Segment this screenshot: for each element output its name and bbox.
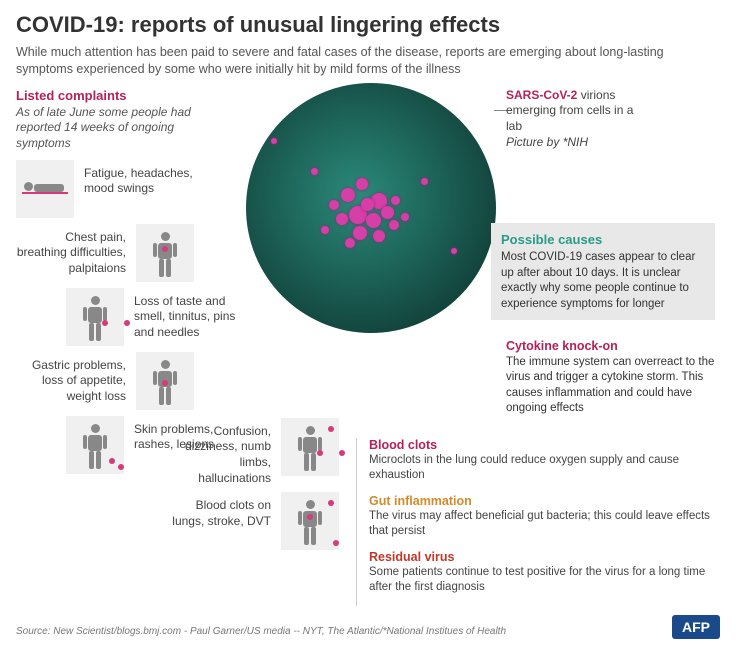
- virus-image: [246, 83, 496, 333]
- causes-body: Most COVID-19 cases appear to clear up a…: [501, 250, 705, 312]
- cytokine-header: Cytokine knock-on: [506, 338, 716, 355]
- causes-header: Possible causes: [501, 231, 705, 249]
- complaint-row: Confusion, dizziness, numb limbs, halluc…: [171, 418, 351, 486]
- complaint-text: Gastric problems, loss of appetite, weig…: [16, 352, 126, 405]
- complaint-text: Fatigue, headaches, mood swings: [84, 160, 194, 197]
- head-icon: [281, 418, 339, 476]
- cause-header: Residual virus: [369, 550, 716, 564]
- complaint-text: Blood clots on lungs, stroke, DVT: [171, 492, 271, 529]
- main-title: COVID-19: reports of unusual lingering e…: [16, 12, 720, 38]
- afp-logo: AFP: [672, 615, 720, 639]
- chest-icon: [136, 224, 194, 282]
- cytokine-body: The immune system can overreact to the v…: [506, 355, 716, 417]
- subtitle: While much attention has been paid to se…: [16, 44, 716, 78]
- fatigue-icon: [16, 160, 74, 218]
- cause-body: Some patients continue to test positive …: [369, 565, 716, 596]
- complaint-row: Gastric problems, loss of appetite, weig…: [16, 352, 336, 410]
- lower-causes-column: Blood clots Microclots in the lung could…: [356, 438, 716, 606]
- cause-item: Blood clots Microclots in the lung could…: [369, 438, 716, 484]
- complaint-text: Loss of taste and smell, tinnitus, pins …: [134, 288, 244, 341]
- complaint-text: Chest pain, breathing difficulties, palp…: [16, 224, 126, 277]
- source-text: Source: New Scientist/blogs.bmj.com - Pa…: [16, 626, 506, 637]
- complaint-text: Confusion, dizziness, numb limbs, halluc…: [171, 418, 271, 486]
- caption-label: SARS-CoV-2: [506, 88, 577, 102]
- virion-cluster: [301, 158, 441, 268]
- image-caption: SARS-CoV-2 virions emerging from cells i…: [506, 88, 646, 150]
- hands-icon: [66, 288, 124, 346]
- clots-icon: [281, 492, 339, 550]
- listed-complaints-header: Listed complaints: [16, 88, 336, 103]
- lower-complaints-column: Confusion, dizziness, numb limbs, halluc…: [171, 418, 351, 556]
- cause-item: Residual virus Some patients continue to…: [369, 550, 716, 596]
- cause-header: Gut inflammation: [369, 494, 716, 508]
- caption-source: Picture by *NIH: [506, 135, 588, 149]
- infographic-container: COVID-19: reports of unusual lingering e…: [0, 0, 736, 645]
- cause-body: Microclots in the lung could reduce oxyg…: [369, 453, 716, 484]
- stomach-icon: [136, 352, 194, 410]
- cause-item: Gut inflammation The virus may affect be…: [369, 494, 716, 540]
- cause-body: The virus may affect beneficial gut bact…: [369, 509, 716, 540]
- complaint-row: Blood clots on lungs, stroke, DVT: [171, 492, 351, 550]
- possible-causes-box: Possible causes Most COVID-19 cases appe…: [491, 223, 715, 321]
- cause-header: Blood clots: [369, 438, 716, 452]
- listed-complaints-sub: As of late June some people had reported…: [16, 105, 216, 152]
- skin-icon: [66, 416, 124, 474]
- main-area: Listed complaints As of late June some p…: [16, 88, 720, 618]
- cytokine-section: Cytokine knock-on The immune system can …: [506, 338, 716, 417]
